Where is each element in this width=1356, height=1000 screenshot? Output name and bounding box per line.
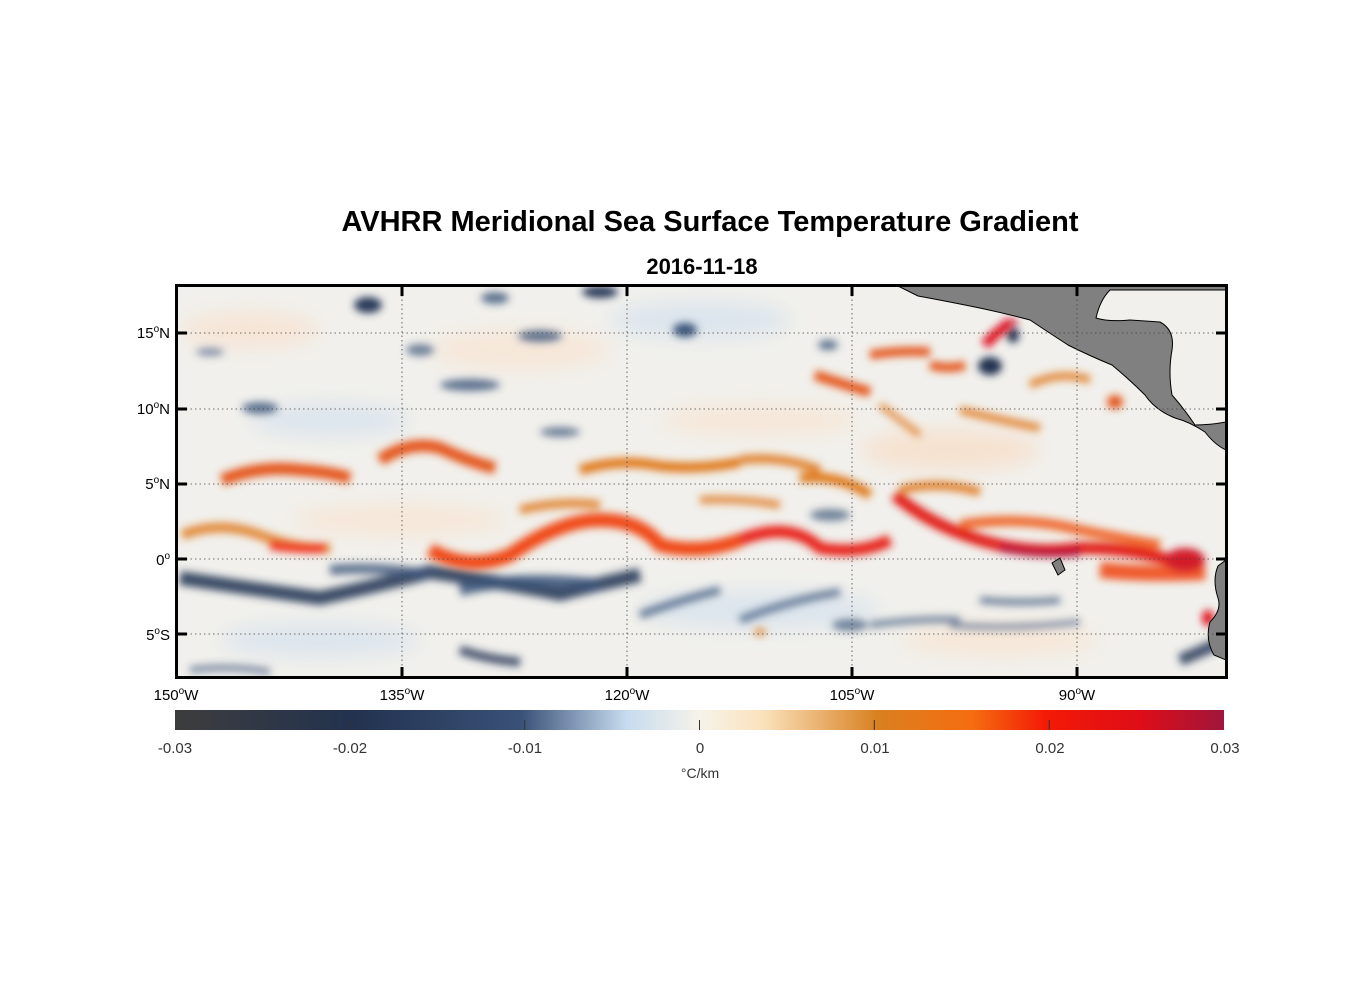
colorbar-unit: °C/km	[680, 765, 720, 781]
lon-label-135w: 135oW	[379, 686, 425, 704]
lat-label-5n: 5oN	[145, 475, 170, 493]
map-frame	[175, 284, 1228, 679]
lat-label-15n: 15oN	[136, 324, 170, 342]
lat-label-5s: 5oS	[146, 626, 170, 644]
colorbar-ticks	[349, 720, 1050, 730]
colorbar-label-001: 0.01	[860, 740, 890, 757]
positive-gradient-features	[180, 319, 1214, 636]
colorbar-label-002: 0.02	[1035, 740, 1065, 757]
lat-label-0: 0o	[156, 551, 170, 569]
map-title: AVHRR Meridional Sea Surface Temperature…	[341, 206, 1079, 238]
map-date: 2016-11-18	[646, 254, 758, 279]
sst-gradient-field	[177, 286, 1226, 677]
colorbar-label-0: 0	[695, 740, 705, 757]
map-ticks	[177, 286, 1226, 677]
colorbar-label-neg003: -0.03	[157, 740, 193, 757]
colorbar-label-neg001: -0.01	[507, 740, 543, 757]
colorbar-label-neg002: -0.02	[332, 740, 368, 757]
lon-label-105w: 105oW	[829, 686, 875, 704]
lon-label-120w: 120oW	[604, 686, 650, 704]
lon-label-150w: 150oW	[153, 686, 199, 704]
lon-label-90w: 90oW	[1058, 686, 1096, 704]
colorbar-label-003: 0.03	[1210, 740, 1240, 757]
graticule	[177, 286, 1226, 677]
negative-gradient-features	[178, 286, 1226, 676]
lat-label-10n: 10oN	[136, 400, 170, 418]
